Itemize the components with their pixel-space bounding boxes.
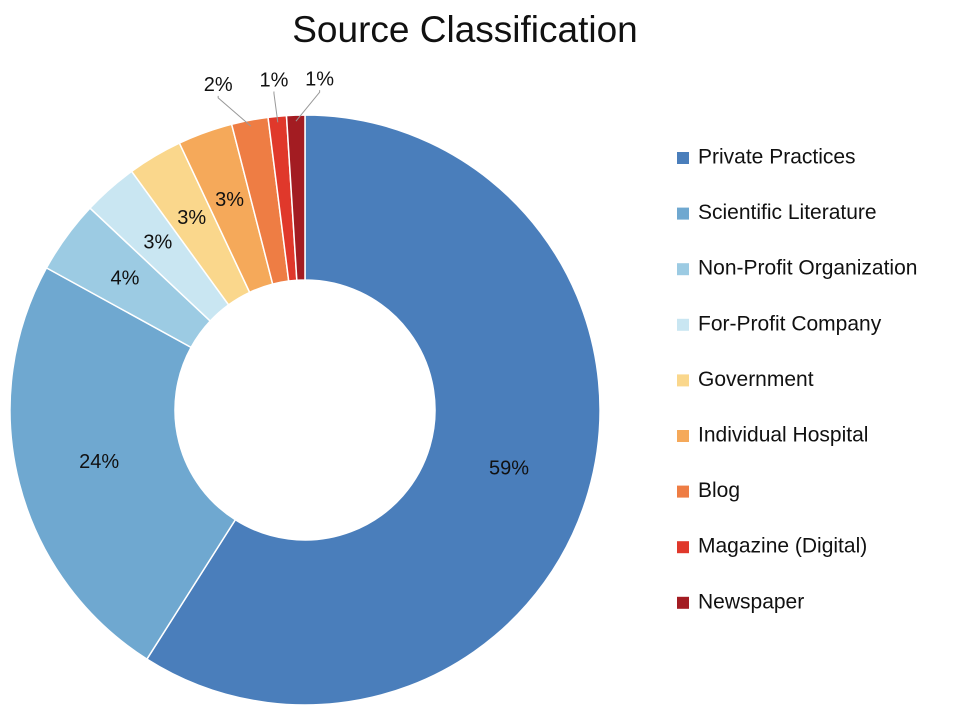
legend-swatch bbox=[677, 318, 689, 331]
leader-line bbox=[273, 91, 279, 123]
data-label: 59% bbox=[489, 458, 529, 480]
donut-slice bbox=[9, 266, 237, 661]
legend-swatch bbox=[677, 152, 689, 164]
legend-label: Scientific Literature bbox=[698, 201, 877, 224]
legend-label: Government bbox=[698, 368, 814, 391]
donut-slice bbox=[285, 114, 306, 282]
leader-line bbox=[295, 90, 321, 122]
data-label: 4% bbox=[111, 267, 140, 289]
data-label: 2% bbox=[204, 74, 233, 96]
legend-label: For-Profit Company bbox=[698, 312, 882, 335]
legend-label: Blog bbox=[698, 479, 740, 502]
legend-label: Magazine (Digital) bbox=[698, 535, 867, 558]
data-label: 1% bbox=[305, 68, 334, 90]
legend-swatch bbox=[677, 374, 689, 387]
donut-slice bbox=[145, 114, 601, 706]
data-label: 1% bbox=[259, 70, 288, 92]
legend-swatch bbox=[677, 430, 689, 442]
data-label: 3% bbox=[215, 189, 244, 211]
leader-line bbox=[217, 95, 252, 127]
legend-swatch bbox=[677, 596, 689, 609]
data-label: 24% bbox=[79, 451, 119, 473]
legend-label: Private Practices bbox=[698, 146, 856, 169]
data-label: 3% bbox=[143, 231, 172, 253]
legend-swatch bbox=[677, 541, 689, 554]
legend-label: Newspaper bbox=[698, 590, 804, 613]
legend-swatch bbox=[677, 485, 689, 498]
chart-title: Source Classification bbox=[292, 9, 637, 50]
legend-label: Individual Hospital bbox=[698, 424, 868, 447]
data-label: 3% bbox=[177, 207, 206, 229]
legend-swatch bbox=[677, 207, 689, 220]
legend-label: Non-Profit Organization bbox=[698, 257, 917, 280]
legend-swatch bbox=[677, 263, 689, 276]
